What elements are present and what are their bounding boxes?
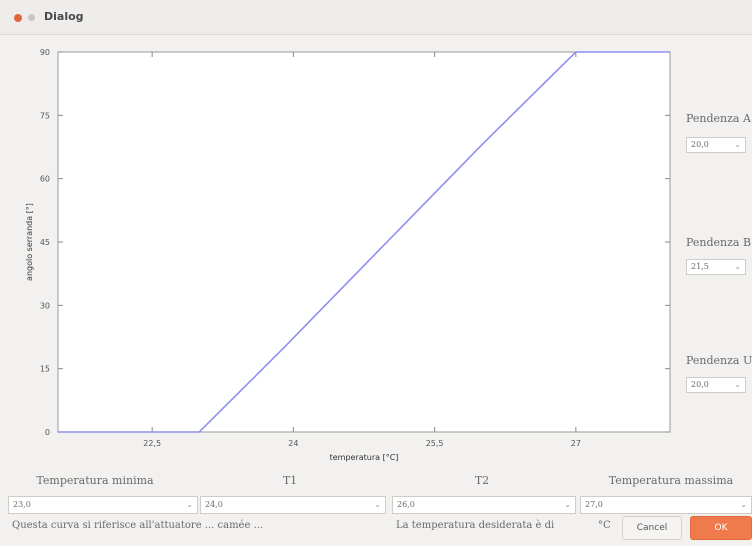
pendenza-b-field[interactable]: 21,5 ⌄	[686, 259, 746, 275]
status-right-text: La temperatura desiderata è di	[396, 520, 555, 531]
pendenza-a-label: Pendenza A	[686, 112, 751, 125]
spin-icon[interactable]: ⌄	[374, 500, 381, 509]
x-tick-label: 25,5	[426, 439, 444, 448]
pendenza-u-value: 20,0	[691, 380, 709, 389]
temp-min-label: Temperatura minima	[36, 474, 154, 487]
title-bar: Dialog	[0, 0, 752, 35]
minimize-icon[interactable]	[28, 14, 35, 21]
spin-icon[interactable]: ⌄	[740, 500, 747, 509]
spin-icon[interactable]: ⌄	[734, 262, 741, 271]
series-line	[58, 51, 670, 433]
y-axis-label: angolo serranda [°]	[25, 203, 34, 281]
temp-max-label: Temperatura massima	[608, 474, 734, 487]
temp-max-value: 27,0	[585, 500, 603, 509]
t1-field[interactable]: 24,0 ⌄	[200, 496, 386, 514]
spin-icon[interactable]: ⌄	[564, 500, 571, 509]
close-icon[interactable]	[14, 14, 22, 22]
t2-label: T2	[474, 474, 490, 487]
pendenza-u-label: Pendenza U	[686, 354, 752, 367]
chart-area: 0 15 30 45 60 75 90 22,5 24 25,5 27 temperatura [°C…	[0, 36, 680, 468]
y-tick-label: 90	[40, 48, 50, 57]
y-tick-label: 15	[40, 365, 50, 374]
window-title: Dialog	[44, 10, 84, 23]
pendenza-u-field[interactable]: 20,0 ⌄	[686, 377, 746, 393]
temp-min-value: 23,0	[13, 500, 31, 509]
temp-min-field[interactable]: 23,0 ⌄	[8, 496, 198, 514]
line-chart: 0 15 30 45 60 75 90 22,5 24 25,5 27 temperatura [°C…	[25, 48, 671, 462]
cancel-button[interactable]: Cancel	[622, 516, 682, 540]
status-left-text: Questa curva si riferisce all'attuatore …	[12, 520, 264, 531]
spin-icon[interactable]: ⌄	[734, 380, 741, 389]
pendenza-b-label: Pendenza B	[686, 236, 752, 249]
t1-value: 24,0	[205, 500, 223, 509]
y-tick-label: 30	[40, 301, 50, 310]
ok-button[interactable]: OK	[690, 516, 752, 540]
temp-max-field[interactable]: 27,0 ⌄	[580, 496, 752, 514]
x-tick-label: 24	[288, 439, 298, 448]
spin-icon[interactable]: ⌄	[186, 500, 193, 509]
t1-label: T1	[282, 474, 298, 487]
y-tick-label: 75	[40, 111, 50, 120]
y-tick-label: 45	[40, 238, 50, 247]
t2-field[interactable]: 26,0 ⌄	[392, 496, 576, 514]
spin-icon[interactable]: ⌄	[734, 140, 741, 149]
y-tick-label: 60	[40, 175, 50, 184]
x-tick-label: 22,5	[143, 439, 161, 448]
pendenza-b-value: 21,5	[691, 262, 709, 271]
x-tick-label: 27	[571, 439, 581, 448]
plot-frame	[57, 51, 671, 433]
x-axis-label: temperatura [°C]	[330, 453, 399, 462]
y-tick-label: 0	[45, 428, 50, 437]
unit-label: °C	[598, 520, 611, 531]
pendenza-a-value: 20,0	[691, 140, 709, 149]
pendenza-a-field[interactable]: 20,0 ⌄	[686, 137, 746, 153]
t2-value: 26,0	[397, 500, 415, 509]
